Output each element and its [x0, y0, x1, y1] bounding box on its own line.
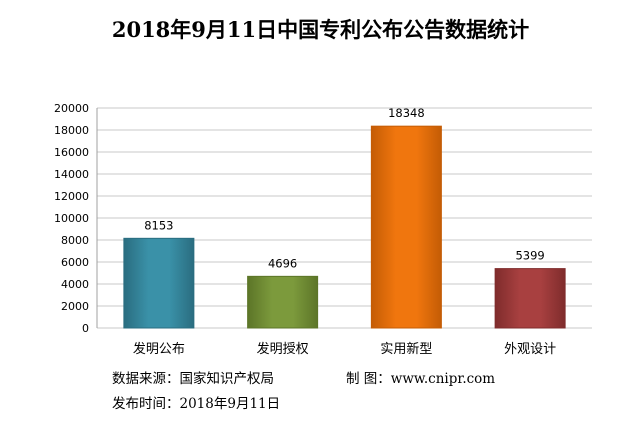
x-category-label: 实用新型 [380, 341, 432, 357]
bar [124, 238, 194, 328]
y-tick-label: 18000 [54, 124, 89, 137]
y-tick-label: 20000 [54, 102, 89, 115]
y-tick-label: 12000 [54, 190, 89, 203]
x-axis-categories: 发明公布 发明授权 实用新型 外观设计 [133, 341, 556, 357]
x-category-label: 发明公布 [133, 341, 185, 357]
bar [248, 276, 318, 328]
data-labels: 8153 4696 18348 5399 [144, 106, 545, 270]
y-tick-label: 10000 [54, 212, 89, 225]
data-label: 8153 [144, 218, 173, 232]
bar [371, 126, 441, 328]
data-source-note: 数据来源：国家知识产权局 [112, 367, 274, 387]
x-category-label: 发明授权 [257, 341, 309, 357]
bars [124, 126, 565, 328]
bar [495, 269, 565, 328]
y-tick-label: 14000 [54, 168, 89, 181]
data-label: 4696 [268, 256, 297, 270]
y-tick-label: 8000 [61, 234, 89, 247]
y-tick-label: 0 [82, 322, 89, 335]
data-label: 5399 [515, 249, 544, 263]
y-tick-label: 16000 [54, 146, 89, 159]
publish-date-note: 发布时间：2018年9月11日 [112, 392, 280, 412]
y-tick-label: 6000 [61, 256, 89, 269]
chart-maker-note: 制 图：www.cnipr.com [346, 367, 495, 387]
y-tick-label: 2000 [61, 300, 89, 313]
y-axis-ticks: 0 2000 4000 6000 8000 10000 12000 14000 16000 180… [54, 102, 89, 335]
x-category-label: 外观设计 [504, 342, 556, 357]
data-label: 18348 [388, 106, 425, 120]
y-tick-label: 4000 [61, 278, 89, 291]
